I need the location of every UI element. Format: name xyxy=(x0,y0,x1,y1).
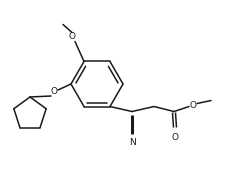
Text: O: O xyxy=(172,133,179,141)
Text: O: O xyxy=(68,32,75,41)
Text: O: O xyxy=(189,101,196,110)
Text: O: O xyxy=(50,88,58,97)
Text: N: N xyxy=(129,137,135,147)
